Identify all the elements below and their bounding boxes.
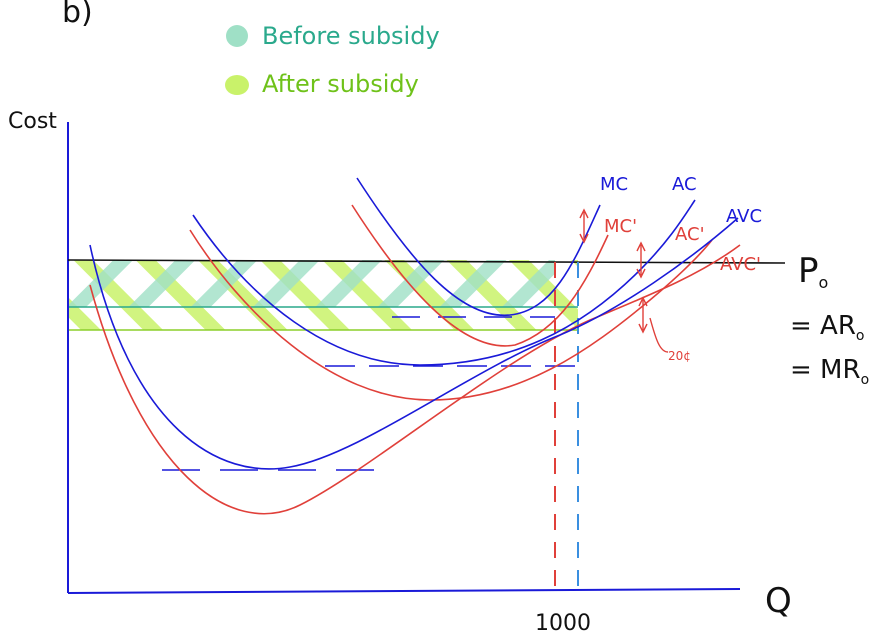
avc-curve	[89, 217, 739, 470]
subsidy-pointer	[649, 317, 669, 353]
ac-label: AC	[672, 174, 697, 195]
curve-labels: MC AC AVC MC' AC' AVC'	[600, 174, 762, 275]
p0-label: Po	[798, 251, 828, 292]
mc-shift-arrow-head-top	[579, 208, 589, 219]
after-subsidy-label: After subsidy	[262, 70, 419, 98]
axes: Cost Q 1000	[8, 109, 792, 636]
ac-new-curve	[189, 229, 713, 401]
avc-shift-arrow-head-bottom	[638, 323, 648, 334]
ac-shift-arrow-head-bottom	[636, 268, 646, 279]
ac-new-label: AC'	[675, 224, 705, 245]
avc-shift-arrow-head-top	[638, 296, 648, 307]
legend: Before subsidy After subsidy	[225, 22, 440, 98]
subsidy-amount-label: 20¢	[668, 349, 691, 363]
subsidy-arrows	[579, 208, 669, 353]
avc-new-label: AVC'	[720, 254, 761, 275]
ac-curve	[192, 199, 696, 366]
before-subsidy-label: Before subsidy	[262, 22, 440, 50]
x-tick-1000: 1000	[535, 611, 591, 636]
x-axis	[67, 588, 741, 594]
y-axis-label: Cost	[8, 109, 57, 134]
mc-shift-arrow-head-bottom	[579, 233, 589, 244]
mc-curve	[356, 177, 601, 316]
after-subsidy-swatch	[225, 75, 249, 95]
avc-new-curve	[89, 244, 741, 515]
mr0-label: = MRo	[790, 355, 869, 388]
x-axis-label: Q	[765, 581, 792, 621]
avc-label: AVC	[726, 206, 762, 227]
ac-shift-arrow-head-top	[636, 241, 646, 252]
price-line-p0	[67, 259, 786, 264]
mc-new-label: MC'	[604, 216, 637, 237]
price-labels: Po = ARo = MRo	[790, 251, 869, 388]
question-label: b)	[62, 0, 93, 30]
new-curves	[89, 204, 741, 515]
ar0-label: = ARo	[790, 311, 864, 344]
before-subsidy-swatch	[226, 25, 248, 47]
mc-new-curve	[351, 204, 609, 347]
original-curves	[89, 177, 739, 470]
mc-label: MC	[600, 174, 628, 195]
before-subsidy-profit-area	[68, 260, 555, 307]
minimum-guides	[162, 316, 575, 471]
